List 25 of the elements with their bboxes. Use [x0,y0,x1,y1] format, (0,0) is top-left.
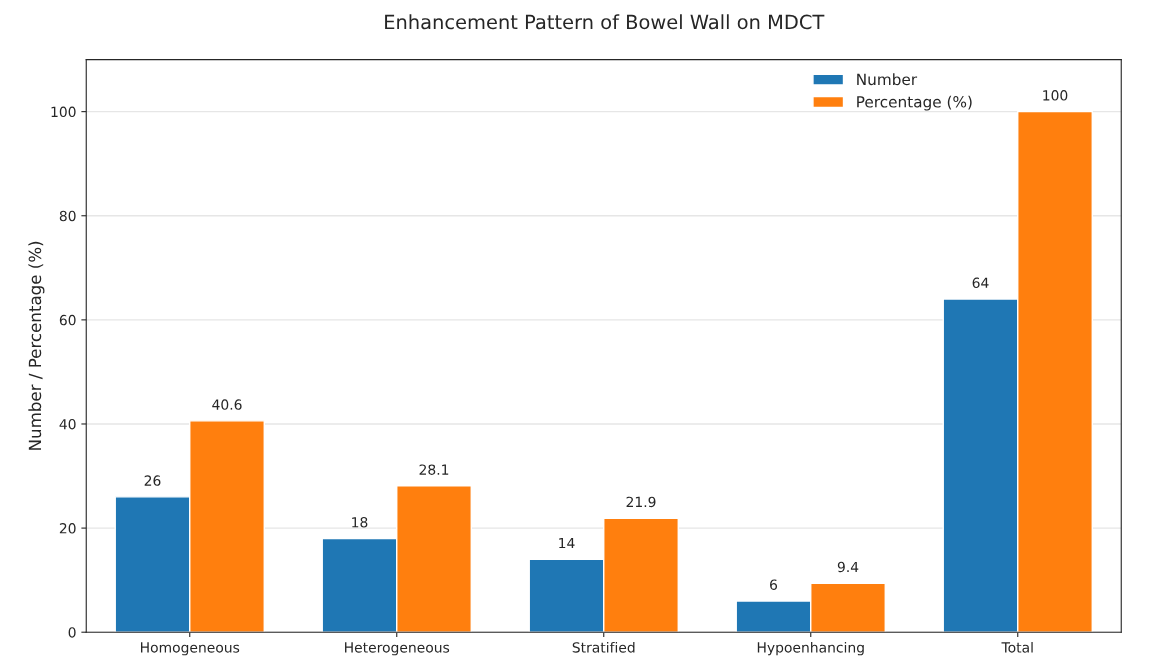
data-label: 14 [559,537,575,549]
y-tick-label: 40 [59,418,76,430]
chart-title: Enhancement Pattern of Bowel Wall on MDCT [385,14,825,30]
data-label: 6 [770,579,778,590]
x-tick-label: Total [1001,641,1033,653]
x-tick-label: Stratified [572,641,635,653]
y-tick-label: 20 [59,523,76,534]
y-tick-label: 80 [59,210,76,222]
data-label: 40.6 [212,399,242,410]
y-tick-label: 60 [59,314,76,326]
x-tick-label: Hypoenhancing [757,641,864,656]
legend-label: Percentage (%) [857,95,972,111]
y-axis-title: Number / Percentage (%) [28,241,45,450]
data-label: 9.4 [837,561,859,573]
data-label: 28.1 [419,464,449,475]
y-tick-label: 100 [51,106,76,118]
legend-label: Number [857,73,918,86]
x-tick-label: Heterogeneous [345,642,450,656]
data-label: 26 [144,475,161,486]
x-tick-label: Homogeneous [141,642,240,656]
data-label: 21.9 [626,496,656,508]
data-label: 64 [972,277,989,289]
data-label: 18 [352,516,368,528]
y-tick-label: 0 [68,627,76,638]
data-label: 100 [1043,90,1068,101]
